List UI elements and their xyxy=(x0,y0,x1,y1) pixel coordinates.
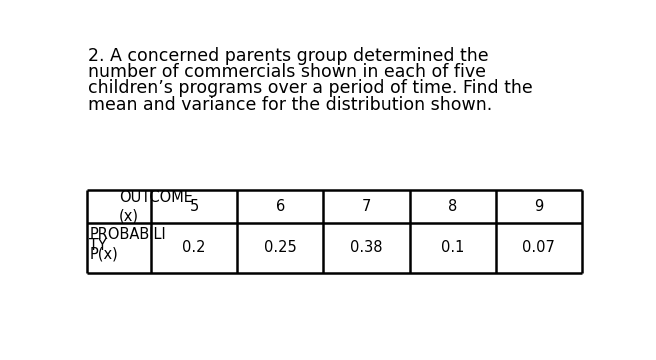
Text: number of commercials shown in each of five: number of commercials shown in each of f… xyxy=(88,63,486,81)
Text: 6: 6 xyxy=(276,199,285,214)
Text: 5: 5 xyxy=(190,199,199,214)
Text: 8: 8 xyxy=(448,199,457,214)
Text: 0.38: 0.38 xyxy=(350,240,382,255)
Text: mean and variance for the distribution shown.: mean and variance for the distribution s… xyxy=(88,95,493,113)
Text: P(x): P(x) xyxy=(89,247,118,262)
Text: PROBABILI: PROBABILI xyxy=(89,227,166,242)
Text: TY: TY xyxy=(89,238,107,253)
Text: 9: 9 xyxy=(534,199,543,214)
Text: 0.07: 0.07 xyxy=(522,240,555,255)
Text: OUTCOME
(x): OUTCOME (x) xyxy=(119,190,193,223)
Text: 0.1: 0.1 xyxy=(441,240,464,255)
Text: 2. A concerned parents group determined the: 2. A concerned parents group determined … xyxy=(88,47,489,65)
Text: children’s programs over a period of time. Find the: children’s programs over a period of tim… xyxy=(88,80,533,98)
Text: 7: 7 xyxy=(361,199,371,214)
Text: 0.25: 0.25 xyxy=(264,240,297,255)
Text: 0.2: 0.2 xyxy=(182,240,206,255)
